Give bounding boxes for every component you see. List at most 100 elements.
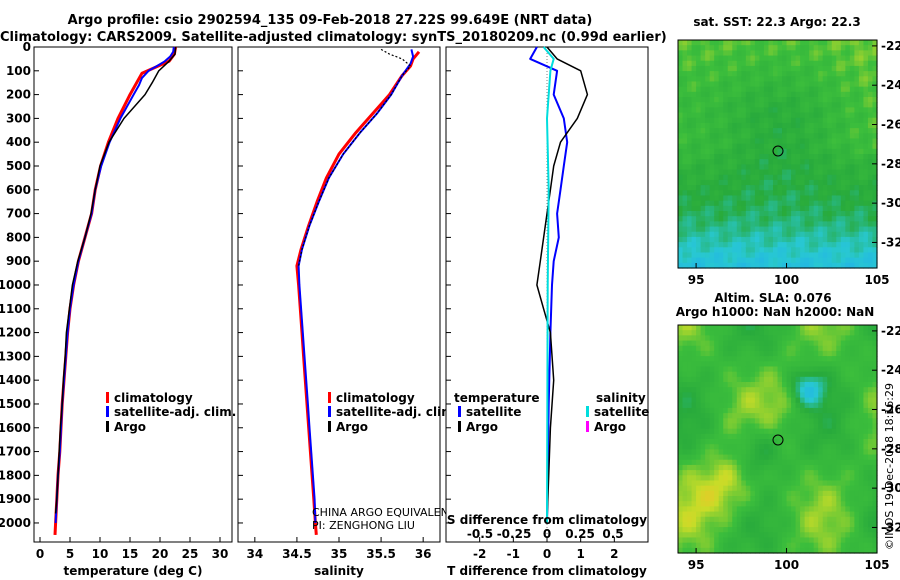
heatmap-cell: [831, 366, 837, 373]
heatmap-cell: [777, 335, 783, 342]
heatmap-cell: [791, 143, 797, 150]
heatmap-cell: [745, 143, 751, 150]
heatmap-cell: [759, 200, 765, 207]
heatmap-cell: [691, 50, 697, 57]
heatmap-cell: [804, 464, 810, 471]
heatmap-cell: [741, 376, 747, 383]
heatmap-cell: [754, 423, 761, 430]
heatmap-cell: [727, 122, 733, 129]
heatmap-cell: [827, 527, 833, 533]
heatmap-cell: [714, 402, 720, 409]
heatmap-cell: [845, 371, 851, 378]
heatmap-cell: [741, 475, 747, 482]
heatmap-cell: [872, 247, 878, 254]
heatmap-cell: [732, 428, 738, 435]
heatmap-cell: [772, 506, 779, 513]
heatmap-cell: [777, 226, 783, 233]
heatmap-cell: [840, 382, 846, 388]
heatmap-cell: [818, 459, 824, 466]
heatmap-cell: [782, 392, 788, 399]
heatmap-cell: [809, 148, 815, 155]
heatmap-cell: [840, 154, 846, 160]
heatmap-cell: [678, 200, 684, 207]
heatmap-cell: [858, 102, 865, 108]
heatmap-cell: [867, 159, 874, 165]
heatmap-cell: [732, 60, 738, 67]
heatmap-cell: [750, 464, 756, 471]
heatmap-cell: [723, 345, 729, 352]
heatmap-cell: [727, 107, 733, 114]
heatmap-cell: [827, 195, 833, 202]
heatmap-cell: [700, 55, 706, 62]
heatmap-cell: [682, 169, 688, 176]
heatmap-cell: [854, 190, 860, 197]
x-tick-label: 0: [543, 547, 551, 561]
heatmap-cell: [759, 366, 765, 373]
heatmap-cell: [759, 387, 765, 393]
heatmap-cell: [718, 542, 724, 549]
heatmap-cell: [768, 226, 774, 233]
heatmap-cell: [714, 521, 720, 528]
heatmap-cell: [786, 454, 792, 461]
heatmap-cell: [705, 464, 711, 471]
heatmap-cell: [827, 371, 833, 378]
heatmap-cell: [791, 356, 797, 362]
heatmap-cell: [768, 262, 774, 269]
heatmap-cell: [678, 418, 684, 425]
heatmap-cell: [822, 387, 828, 393]
heatmap-cell: [732, 226, 738, 233]
heatmap-cell: [723, 413, 729, 419]
heatmap-cell: [836, 226, 842, 233]
heatmap-cell: [804, 407, 810, 414]
heatmap-cell: [750, 366, 756, 373]
heatmap-cell: [786, 159, 792, 165]
heatmap-cell: [854, 55, 860, 62]
heatmap-cell: [867, 174, 874, 181]
heatmap-cell: [822, 459, 828, 466]
heatmap-cell: [718, 211, 724, 217]
heatmap-cell: [786, 185, 792, 191]
heatmap-cell: [718, 387, 724, 393]
heatmap-cell: [800, 382, 806, 388]
heatmap-cell: [804, 143, 810, 150]
heatmap-cell: [678, 86, 684, 93]
heatmap-cell: [836, 387, 842, 393]
heatmap-cell: [750, 475, 756, 482]
heatmap-cell: [795, 537, 801, 544]
heatmap-cell: [791, 76, 797, 83]
header-line1: Argo profile: csio 2902594_135 09-Feb-20…: [67, 13, 593, 28]
heatmap-cell: [691, 371, 697, 378]
heatmap-cell: [723, 516, 729, 523]
heatmap-cell: [727, 506, 733, 513]
heatmap-cell: [786, 449, 792, 456]
heatmap-cell: [840, 107, 846, 114]
heatmap-cell: [867, 407, 874, 414]
heatmap-cell: [827, 252, 833, 259]
difference-xlabel: T difference from climatology: [447, 564, 647, 578]
heatmap-cell: [827, 516, 833, 523]
heatmap-cell: [800, 532, 806, 539]
heatmap-cell: [705, 179, 711, 186]
heatmap-cell: [741, 185, 747, 191]
heatmap-cell: [691, 60, 697, 67]
heatmap-cell: [723, 231, 729, 238]
heatmap-cell: [840, 428, 846, 435]
heatmap-cell: [863, 81, 869, 88]
heatmap-cell: [732, 397, 738, 404]
heatmap-cell: [858, 480, 865, 487]
heatmap-cell: [800, 81, 806, 88]
heatmap-cell: [854, 402, 860, 409]
heatmap-cell: [791, 205, 797, 212]
heatmap-cell: [840, 387, 846, 393]
heatmap-cell: [840, 226, 846, 233]
heatmap-cell: [691, 112, 697, 119]
heatmap-cell: [863, 516, 869, 523]
heatmap-cell: [759, 221, 765, 228]
heatmap-cell: [745, 55, 751, 62]
heatmap-cell: [786, 65, 792, 72]
heatmap-cell: [872, 433, 878, 440]
heatmap-cell: [763, 340, 770, 347]
heatmap-cell: [777, 376, 783, 383]
heatmap-cell: [827, 423, 833, 430]
heatmap-cell: [763, 330, 770, 336]
